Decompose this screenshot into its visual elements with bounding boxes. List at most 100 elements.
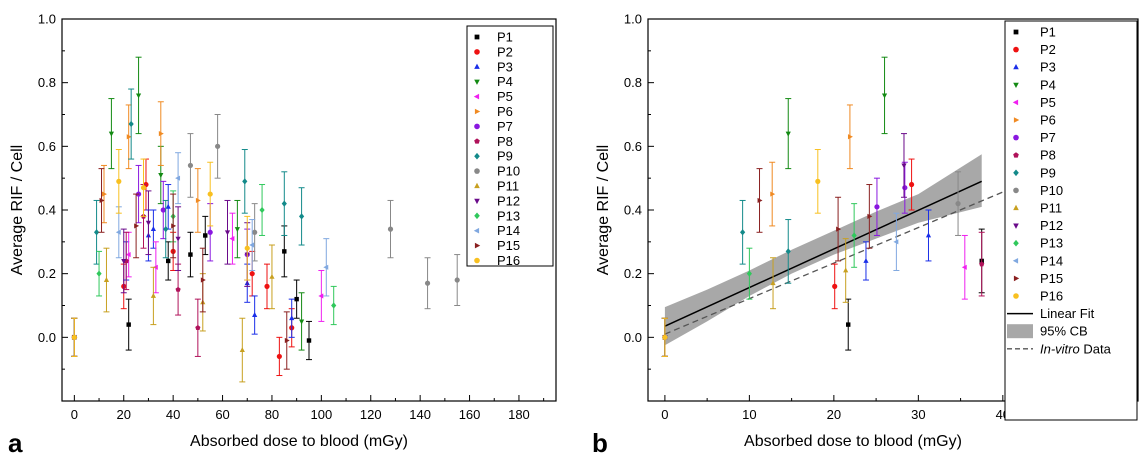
x-tick-label: 120 xyxy=(360,407,382,422)
x-tick-label: 80 xyxy=(265,407,279,422)
legend-marker xyxy=(474,108,481,115)
point-marker xyxy=(163,225,169,233)
series-p16 xyxy=(661,149,821,357)
legend-entry: In-vitro Data xyxy=(1007,341,1112,356)
point-marker xyxy=(284,337,290,344)
data-point xyxy=(120,228,127,294)
data-point xyxy=(288,298,295,338)
legend-label: P1 xyxy=(497,30,513,45)
legend-label: P11 xyxy=(497,179,519,194)
point-marker xyxy=(269,273,275,279)
data-point xyxy=(978,231,985,297)
data-point xyxy=(881,56,888,135)
x-tick-label: 30 xyxy=(911,407,925,422)
legend-label: P2 xyxy=(1040,42,1056,57)
data-point xyxy=(283,311,290,370)
legend-entry: P1 xyxy=(474,30,513,45)
data-point xyxy=(276,336,283,377)
legend-marker xyxy=(474,152,480,160)
point-marker xyxy=(224,230,231,236)
data-point xyxy=(175,206,182,271)
legend-marker xyxy=(474,212,480,220)
point-marker xyxy=(249,242,255,248)
point-marker xyxy=(207,191,213,197)
data-point xyxy=(103,247,110,313)
point-marker xyxy=(454,277,460,283)
series-p3 xyxy=(661,209,932,357)
legend-entry: P4 xyxy=(1013,77,1056,92)
legend-marker xyxy=(474,138,480,144)
point-marker xyxy=(242,178,248,185)
point-marker xyxy=(96,270,102,277)
legend-marker xyxy=(1012,258,1019,264)
point-marker xyxy=(244,245,250,251)
point-marker xyxy=(770,280,776,286)
data-point xyxy=(908,158,915,211)
point-marker xyxy=(103,277,110,282)
y-tick-label: 0.8 xyxy=(624,75,642,90)
series-p10 xyxy=(71,114,461,357)
y-axis-label: Average RIF / Cell xyxy=(9,145,26,275)
point-marker xyxy=(175,286,181,292)
legend-entry: P4 xyxy=(474,74,513,89)
plot-area xyxy=(661,56,1138,357)
data-point xyxy=(281,171,288,236)
legend-label: P8 xyxy=(1040,148,1056,163)
point-marker xyxy=(979,261,985,267)
point-marker xyxy=(276,353,282,360)
legend-label: P3 xyxy=(497,59,513,74)
legend-marker xyxy=(474,79,480,85)
point-marker xyxy=(207,229,213,235)
point-marker xyxy=(785,131,791,137)
x-tick-label: 10 xyxy=(742,407,756,422)
series-p1 xyxy=(71,215,312,361)
legend-entry: P11 xyxy=(474,179,519,194)
legend-entry: P3 xyxy=(474,59,513,74)
point-marker xyxy=(867,213,873,219)
y-tick-label: 0.4 xyxy=(38,203,56,218)
data-point xyxy=(128,88,135,160)
data-point xyxy=(98,168,105,233)
legend-marker xyxy=(1013,204,1019,211)
point-marker xyxy=(846,322,851,327)
y-tick-label: 0.2 xyxy=(624,266,642,281)
data-point xyxy=(150,266,157,326)
point-marker xyxy=(126,134,132,140)
legend-entry: P14 xyxy=(473,223,520,238)
legend-marker xyxy=(474,168,480,174)
data-point xyxy=(862,241,869,281)
point-marker xyxy=(294,296,299,302)
data-point xyxy=(746,247,753,300)
point-marker xyxy=(785,248,791,255)
legend-entry: P3 xyxy=(1013,60,1056,75)
legend-label: P6 xyxy=(1040,113,1056,128)
data-point xyxy=(661,317,668,357)
point-marker xyxy=(282,249,287,254)
legend-entry: P9 xyxy=(1013,165,1056,180)
point-marker xyxy=(740,229,746,236)
data-point xyxy=(900,133,907,198)
panel-label: b xyxy=(592,428,608,458)
data-point xyxy=(756,168,763,233)
data-point xyxy=(785,219,792,284)
point-marker xyxy=(175,175,181,181)
point-marker xyxy=(264,283,270,289)
legend-entry: P10 xyxy=(474,164,520,179)
legend-label: P10 xyxy=(497,164,520,179)
point-marker xyxy=(121,258,127,264)
legend-marker xyxy=(1013,187,1019,194)
legend-marker xyxy=(474,182,480,189)
point-marker xyxy=(195,197,201,204)
point-marker xyxy=(961,264,967,270)
data-point xyxy=(259,184,266,236)
point-marker xyxy=(847,134,853,140)
data-point xyxy=(187,231,194,278)
point-marker xyxy=(851,232,857,239)
point-marker xyxy=(108,131,114,137)
legend-label: Linear Fit xyxy=(1040,306,1095,321)
legend-marker xyxy=(1013,63,1019,70)
x-tick-label: 40 xyxy=(166,407,180,422)
legend-label: P3 xyxy=(1040,60,1056,75)
